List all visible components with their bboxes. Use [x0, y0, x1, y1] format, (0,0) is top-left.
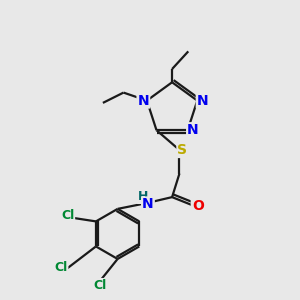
Text: Cl: Cl [61, 209, 74, 222]
Text: Cl: Cl [54, 261, 68, 274]
Text: N: N [137, 94, 149, 108]
Text: N: N [142, 197, 154, 212]
Text: S: S [177, 143, 188, 157]
Text: N: N [197, 94, 208, 108]
Text: H: H [137, 190, 148, 203]
Text: Cl: Cl [93, 279, 106, 292]
Text: O: O [192, 199, 204, 213]
Text: N: N [187, 123, 199, 137]
